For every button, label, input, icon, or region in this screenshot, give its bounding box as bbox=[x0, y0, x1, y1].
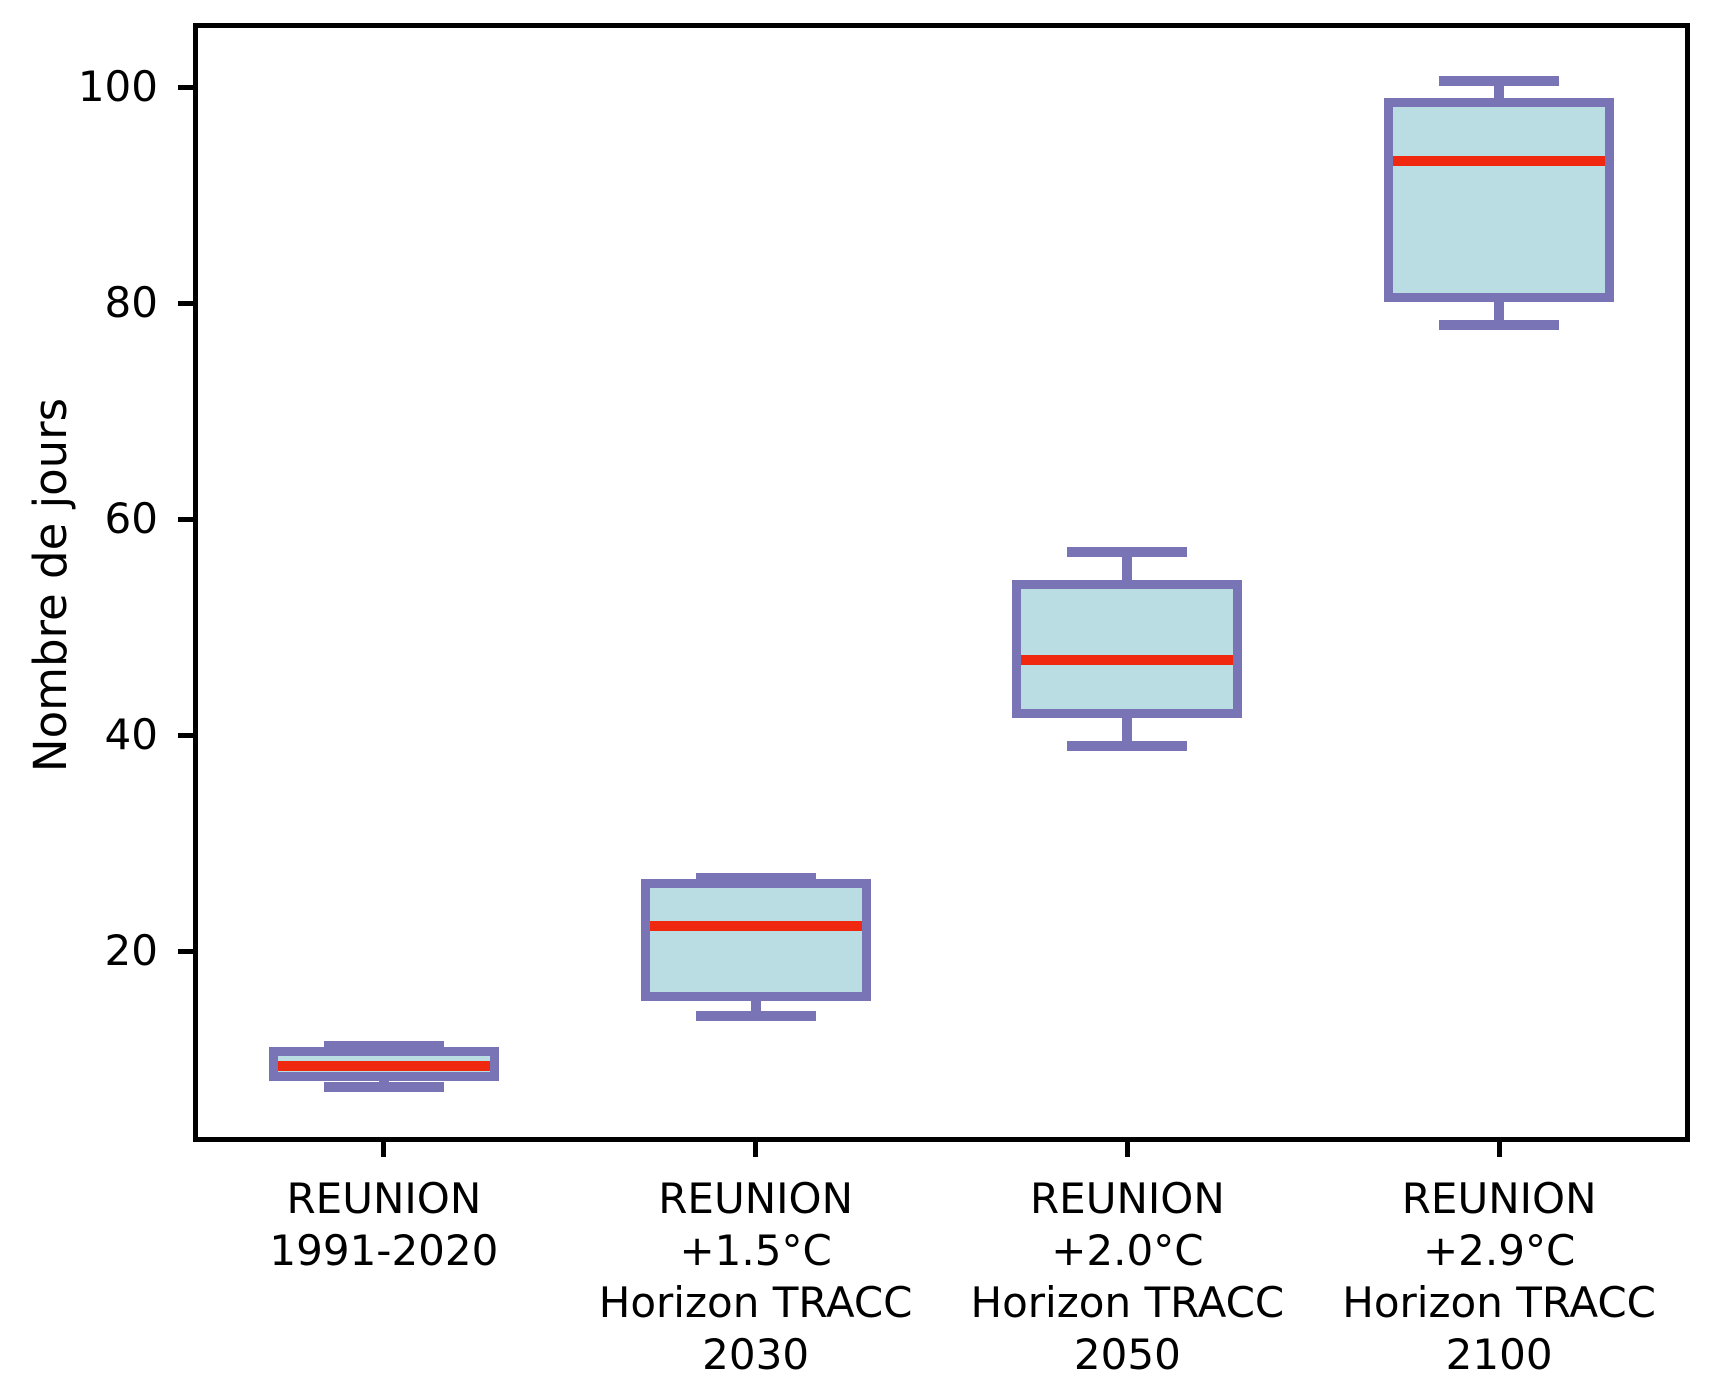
x-tick-label: REUNION +2.0°C Horizon TRACC 2050 bbox=[877, 1173, 1377, 1381]
whisker-lower-line bbox=[378, 1076, 389, 1088]
y-tick-label: 20 bbox=[104, 926, 158, 976]
whisker-lower-line bbox=[1122, 713, 1133, 747]
x-tick-mark bbox=[1496, 1142, 1502, 1157]
x-tick-label: REUNION 1991-2020 bbox=[134, 1173, 634, 1277]
median-line bbox=[1021, 654, 1234, 665]
boxplot-box bbox=[1384, 98, 1615, 303]
y-tick-mark bbox=[178, 84, 193, 90]
y-tick-label: 80 bbox=[104, 278, 158, 328]
x-tick-label-line: +2.9°C bbox=[1422, 1226, 1576, 1275]
x-tick-label-line: Horizon TRACC bbox=[598, 1278, 913, 1327]
whisker-cap-upper bbox=[1067, 546, 1188, 557]
y-tick-mark bbox=[178, 948, 193, 954]
whisker-lower-line bbox=[750, 996, 761, 1017]
x-tick-label-line: 2030 bbox=[702, 1330, 810, 1379]
x-tick-label-line: 2050 bbox=[1073, 1330, 1181, 1379]
boxplot-box bbox=[640, 878, 871, 1002]
whisker-cap-lower bbox=[323, 1082, 444, 1093]
y-tick-label: 40 bbox=[104, 710, 158, 760]
x-tick-label-line: 2100 bbox=[1445, 1330, 1553, 1379]
whisker-cap-lower bbox=[695, 1011, 816, 1022]
y-tick-mark bbox=[178, 516, 193, 522]
y-tick-label: 100 bbox=[77, 62, 158, 112]
median-line bbox=[1393, 155, 1606, 166]
x-tick-mark bbox=[381, 1142, 387, 1157]
x-tick-label-line: REUNION bbox=[658, 1174, 853, 1223]
median-line bbox=[649, 921, 862, 932]
x-tick-label-line: REUNION bbox=[1030, 1174, 1225, 1223]
whisker-cap-upper bbox=[1439, 75, 1560, 86]
x-tick-label-line: +2.0°C bbox=[1051, 1226, 1204, 1275]
x-tick-label-line: REUNION bbox=[286, 1174, 482, 1223]
x-tick-label-line: Horizon TRACC bbox=[1342, 1278, 1656, 1327]
boxplot-box bbox=[1012, 579, 1243, 719]
x-tick-label: REUNION +2.9°C Horizon TRACC 2100 bbox=[1249, 1173, 1715, 1381]
x-tick-mark bbox=[1124, 1142, 1130, 1157]
x-tick-label-line: REUNION bbox=[1401, 1174, 1597, 1223]
x-tick-label-line: +1.5°C bbox=[679, 1226, 832, 1275]
whisker-cap-lower bbox=[1439, 319, 1560, 330]
x-tick-label-line: Horizon TRACC bbox=[970, 1278, 1285, 1327]
x-tick-label-line: 1991-2020 bbox=[269, 1226, 499, 1275]
x-tick-label: REUNION +1.5°C Horizon TRACC 2030 bbox=[506, 1173, 1006, 1381]
median-line bbox=[277, 1060, 490, 1071]
whisker-upper-line bbox=[1122, 551, 1133, 585]
whisker-cap-upper bbox=[323, 1041, 444, 1052]
x-tick-mark bbox=[753, 1142, 759, 1157]
y-tick-mark bbox=[178, 732, 193, 738]
whisker-cap-lower bbox=[1067, 741, 1188, 752]
y-tick-mark bbox=[178, 300, 193, 306]
plot-area: 20 40 60 80 100 REUNION 1991-2020 REUNION +1.5°C… bbox=[78, 23, 1690, 1379]
whisker-upper-line bbox=[1494, 80, 1505, 103]
whisker-cap-upper bbox=[695, 872, 816, 883]
whisker-lower-line bbox=[1494, 297, 1505, 325]
y-tick-label: 60 bbox=[104, 494, 158, 544]
